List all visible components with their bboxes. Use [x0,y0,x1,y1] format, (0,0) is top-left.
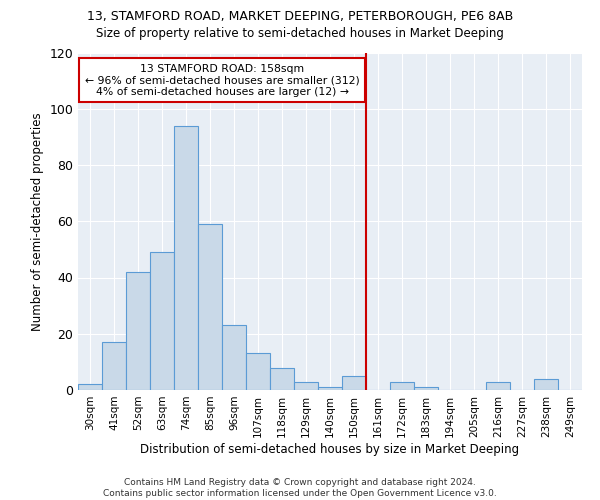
Bar [78,384,102,390]
Bar [486,382,510,390]
Bar [342,376,366,390]
Bar [414,387,438,390]
Bar [150,252,174,390]
Y-axis label: Number of semi-detached properties: Number of semi-detached properties [31,112,44,330]
Text: 13 STAMFORD ROAD: 158sqm
← 96% of semi-detached houses are smaller (312)
4% of s: 13 STAMFORD ROAD: 158sqm ← 96% of semi-d… [85,64,359,97]
Bar [222,326,246,390]
Bar [390,382,414,390]
Bar [270,368,294,390]
Bar [102,342,126,390]
Bar [294,382,318,390]
Text: Size of property relative to semi-detached houses in Market Deeping: Size of property relative to semi-detach… [96,28,504,40]
Bar [246,354,270,390]
Bar [534,379,558,390]
Bar [198,224,222,390]
Bar [318,387,342,390]
Bar [126,272,150,390]
Bar [174,126,198,390]
Text: Contains HM Land Registry data © Crown copyright and database right 2024.
Contai: Contains HM Land Registry data © Crown c… [103,478,497,498]
Text: 13, STAMFORD ROAD, MARKET DEEPING, PETERBOROUGH, PE6 8AB: 13, STAMFORD ROAD, MARKET DEEPING, PETER… [87,10,513,23]
X-axis label: Distribution of semi-detached houses by size in Market Deeping: Distribution of semi-detached houses by … [140,442,520,456]
